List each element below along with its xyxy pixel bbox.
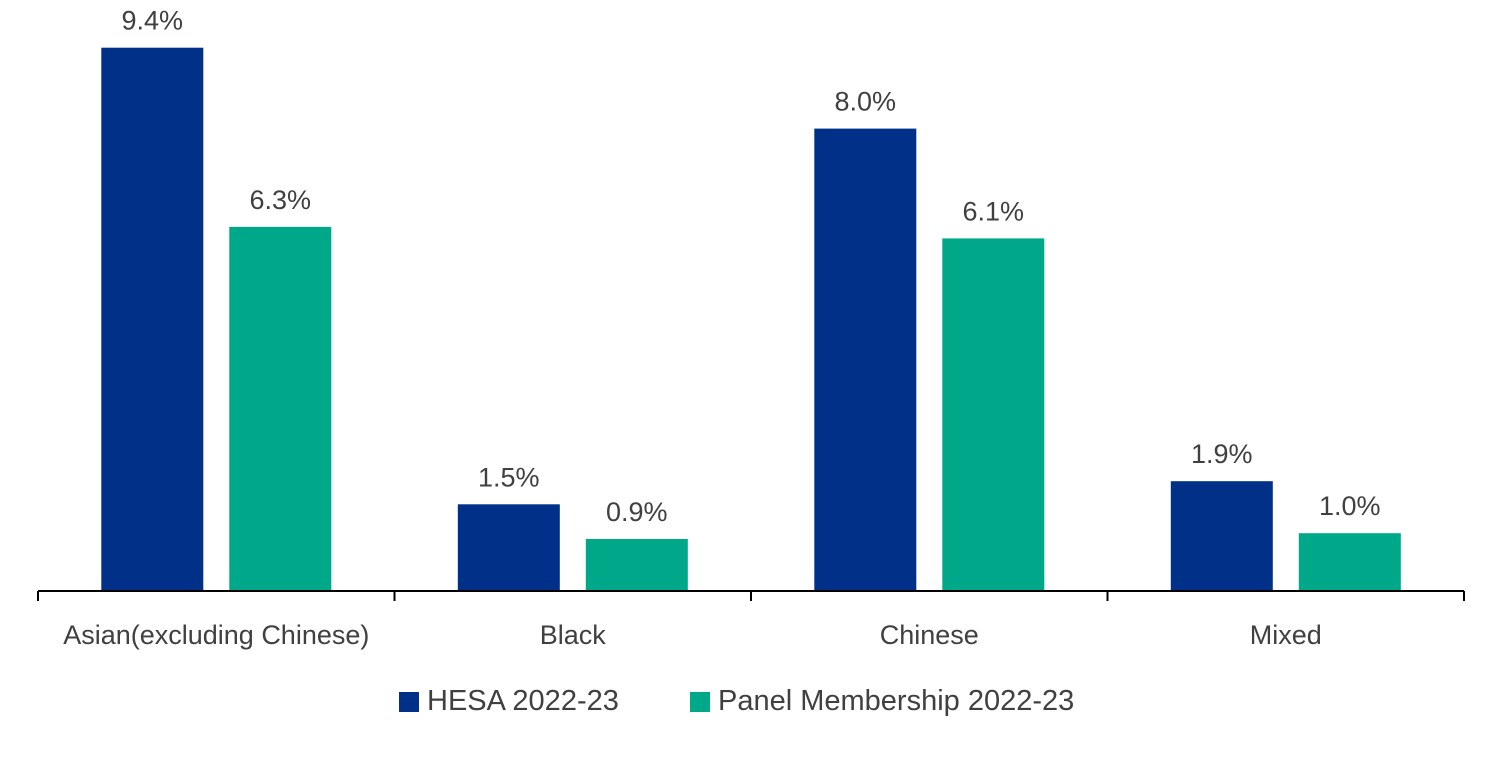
bar-panel-3 — [1298, 533, 1401, 591]
data-label: 1.5% — [478, 462, 540, 492]
x-axis — [37, 590, 1465, 601]
category-label: Chinese — [880, 620, 979, 650]
data-label: 0.9% — [606, 497, 668, 527]
bar-hesa-0 — [101, 47, 204, 591]
data-label: 8.0% — [835, 87, 897, 117]
legend: HESA 2022-23 Panel Membership 2022-23 — [399, 685, 1074, 717]
bar-panel-0 — [229, 226, 332, 591]
data-label: 6.3% — [250, 185, 312, 215]
bar-hesa-2 — [814, 128, 917, 591]
category-labels-group: Asian(excluding Chinese) Black Chinese Mixe… — [63, 620, 1322, 650]
category-label: Black — [540, 620, 607, 650]
category-label: Mixed — [1250, 620, 1322, 650]
legend-swatch — [399, 692, 419, 712]
bar-hesa-3 — [1170, 481, 1273, 591]
bar-panel-1 — [585, 539, 688, 591]
legend-swatch — [690, 692, 710, 712]
bar-panel-2 — [942, 238, 1045, 591]
bars-group — [101, 47, 1401, 591]
value-labels-group: 9.4% 6.3% 1.5% 0.9% 8.0% 6.1% 1.9% 1.0% — [122, 6, 1381, 527]
legend-label: Panel Membership 2022-23 — [718, 685, 1074, 717]
data-label: 6.1% — [963, 196, 1025, 226]
data-label: 1.0% — [1319, 491, 1381, 521]
legend-label: HESA 2022-23 — [427, 685, 619, 717]
data-label: 9.4% — [122, 6, 184, 36]
data-label: 1.9% — [1191, 439, 1253, 469]
category-label: Asian(excluding Chinese) — [63, 620, 369, 650]
bar-hesa-1 — [457, 504, 560, 591]
